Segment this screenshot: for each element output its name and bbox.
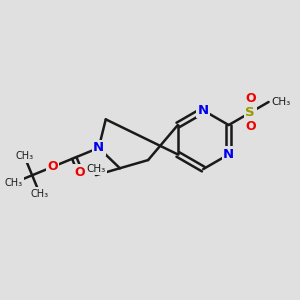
- Text: O: O: [245, 92, 256, 105]
- Text: CH₃: CH₃: [4, 178, 22, 188]
- Text: CH₃: CH₃: [15, 151, 33, 161]
- Text: O: O: [245, 120, 256, 133]
- Text: CH₃: CH₃: [86, 164, 106, 174]
- Text: CH₃: CH₃: [31, 189, 49, 199]
- Text: S: S: [245, 106, 255, 119]
- Text: N: N: [93, 141, 104, 154]
- Text: N: N: [198, 104, 209, 117]
- Text: N: N: [223, 148, 234, 161]
- Text: O: O: [47, 160, 58, 173]
- Text: CH₃: CH₃: [271, 97, 290, 107]
- Text: O: O: [75, 166, 86, 178]
